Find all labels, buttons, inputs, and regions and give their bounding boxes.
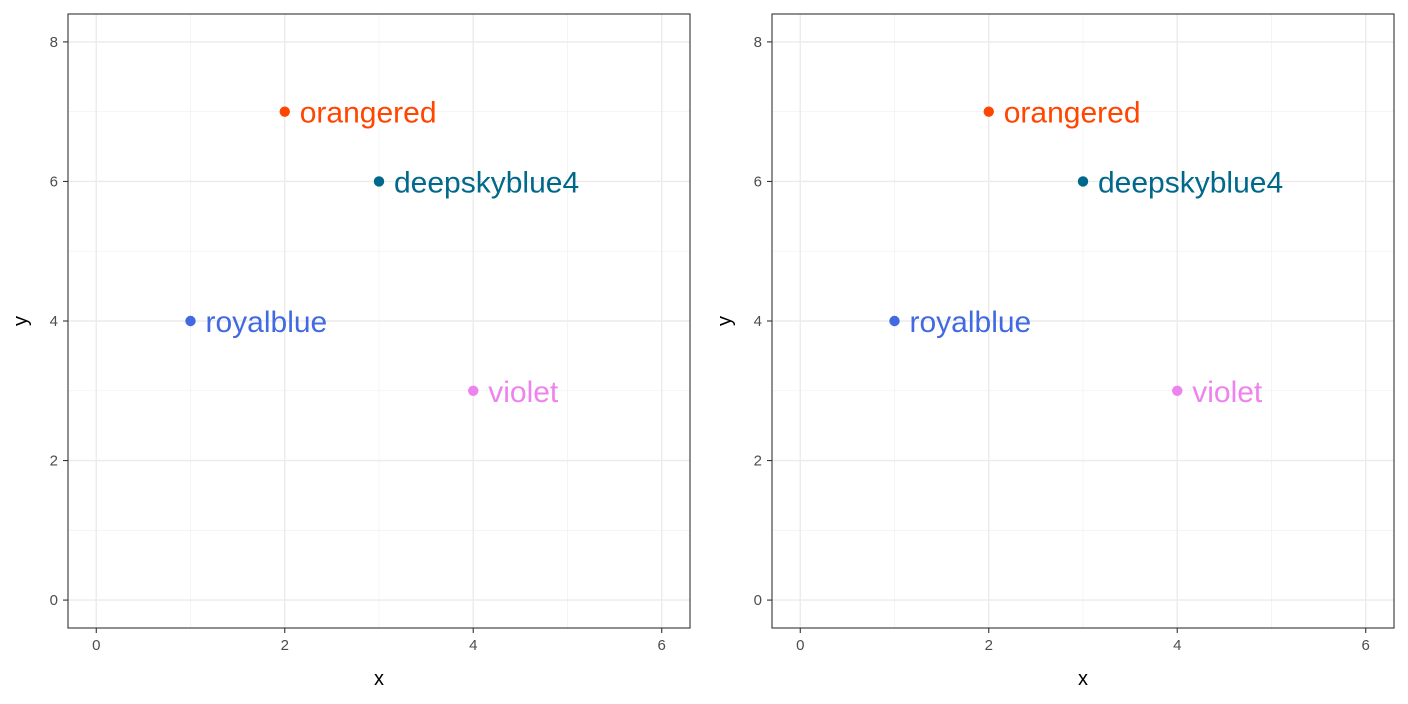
point-label-orangered: orangered [300, 97, 437, 130]
point-violet [468, 385, 479, 396]
point-label-violet: violet [1192, 376, 1263, 409]
chart-panel-1: royalblue orangered deepskyblue4 violet 0 2 4 6… [10, 13, 691, 690]
y-tick-label: 8 [754, 34, 762, 51]
y-tick-label: 8 [50, 34, 58, 51]
y-tick-label: 4 [50, 313, 58, 330]
x-axis-title: x [374, 668, 384, 690]
chart-panel-2: royalblue orangered deepskyblue4 violet 0 2 4 6… [714, 13, 1395, 690]
point-label-deepskyblue4: deepskyblue4 [394, 166, 579, 199]
x-tick-label: 0 [796, 637, 804, 654]
x-tick-label: 4 [469, 637, 477, 654]
point-violet [1172, 385, 1183, 396]
point-orangered [983, 106, 994, 117]
x-tick-label: 6 [658, 637, 666, 654]
y-tick-label: 2 [754, 453, 762, 470]
point-label-deepskyblue4: deepskyblue4 [1098, 166, 1283, 199]
point-label-orangered: orangered [1004, 97, 1141, 130]
point-deepskyblue4 [1077, 176, 1089, 187]
point-deepskyblue4 [373, 176, 385, 187]
y-tick-label: 0 [754, 592, 762, 609]
y-tick-label: 6 [50, 173, 58, 190]
x-tick-label: 0 [92, 637, 100, 654]
x-axis-title: x [1078, 668, 1088, 690]
y-axis-title: y [10, 316, 32, 326]
point-label-violet: violet [488, 376, 559, 409]
y-tick-label: 2 [50, 453, 58, 470]
point-royalblue [889, 315, 900, 327]
x-tick-label: 4 [1173, 637, 1181, 654]
x-tick-label: 2 [281, 637, 289, 654]
y-tick-label: 4 [754, 313, 762, 330]
point-label-royalblue: royalblue [206, 306, 328, 339]
point-royalblue [185, 315, 196, 327]
x-tick-label: 6 [1362, 637, 1370, 654]
y-tick-label: 6 [754, 173, 762, 190]
y-tick-label: 0 [50, 592, 58, 609]
x-tick-label: 2 [985, 637, 993, 654]
y-axis-title: y [714, 316, 736, 326]
point-orangered [279, 106, 290, 117]
point-label-royalblue: royalblue [910, 306, 1032, 339]
